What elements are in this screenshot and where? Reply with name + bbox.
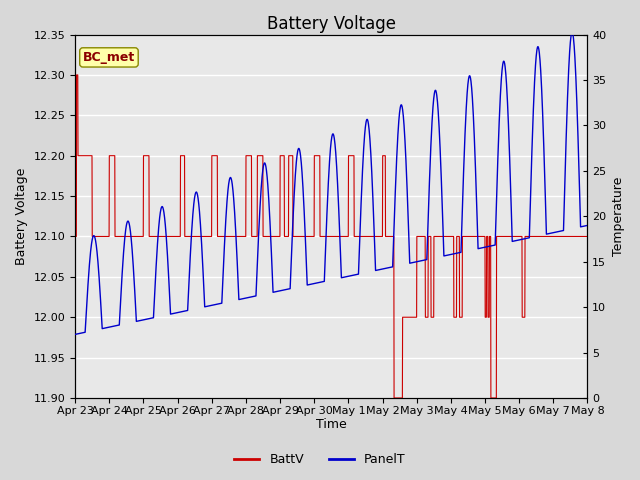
Legend: BattV, PanelT: BattV, PanelT bbox=[229, 448, 411, 471]
Text: BC_met: BC_met bbox=[83, 51, 135, 64]
X-axis label: Time: Time bbox=[316, 419, 347, 432]
Y-axis label: Temperature: Temperature bbox=[612, 177, 625, 256]
Y-axis label: Battery Voltage: Battery Voltage bbox=[15, 168, 28, 265]
Title: Battery Voltage: Battery Voltage bbox=[267, 15, 396, 33]
